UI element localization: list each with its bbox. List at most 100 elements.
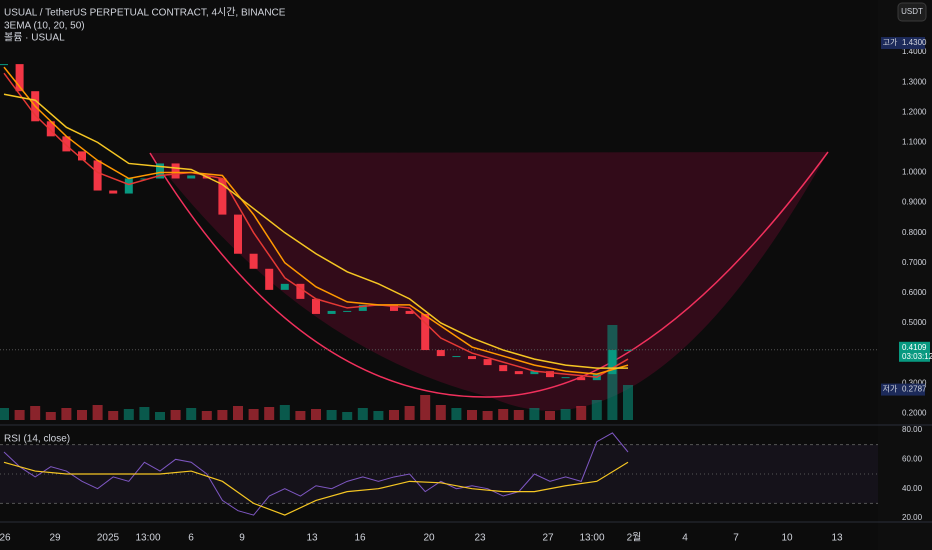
y-tick-label: 40.00 bbox=[902, 484, 923, 493]
candle bbox=[468, 356, 476, 360]
high-tag-label-bg bbox=[881, 37, 899, 50]
candle bbox=[249, 253, 258, 269]
volume-bar bbox=[404, 406, 415, 420]
candle bbox=[234, 214, 242, 254]
volume-label: 볼륨 · USUAL bbox=[4, 32, 65, 44]
candle bbox=[530, 371, 539, 375]
x-tick-label: 20 bbox=[423, 533, 435, 544]
volume-bar bbox=[295, 411, 306, 420]
volume-bar bbox=[30, 406, 41, 420]
x-tick-label: 16 bbox=[354, 533, 366, 544]
indicator-label: 3EMA (10, 20, 50) bbox=[4, 21, 85, 32]
volume-bar bbox=[77, 410, 87, 420]
volume-bar bbox=[170, 410, 181, 420]
volume-bar bbox=[311, 409, 321, 420]
ema-line bbox=[3, 66, 629, 375]
low-tag-price: 0.2787 bbox=[902, 385, 927, 394]
high-tag-price: 1.4300 bbox=[902, 38, 927, 47]
x-tick-label: 9 bbox=[239, 533, 245, 544]
volume-bar bbox=[373, 411, 384, 420]
y-tick-label: 0.9000 bbox=[902, 198, 927, 207]
candle bbox=[436, 350, 445, 357]
volume-bar bbox=[623, 385, 633, 420]
candle bbox=[343, 310, 352, 312]
rsi-ma-line bbox=[3, 461, 629, 516]
volume-bar bbox=[482, 411, 493, 420]
y-tick-label: 1.3000 bbox=[902, 77, 927, 86]
rsi-title: RSI (14, close) bbox=[4, 434, 70, 445]
x-tick-label: 4 bbox=[682, 533, 688, 544]
y-tick-label: 0.7000 bbox=[902, 258, 927, 267]
candle bbox=[514, 371, 523, 375]
cup-pattern-curve bbox=[149, 151, 829, 398]
y-tick-label: 0.5000 bbox=[902, 318, 927, 327]
volume-bar bbox=[0, 408, 9, 420]
volume-bar bbox=[201, 411, 212, 420]
volume-bar bbox=[92, 405, 103, 420]
high-tag-bg bbox=[899, 37, 925, 50]
candle bbox=[93, 160, 102, 191]
candle bbox=[62, 136, 71, 152]
volume-bar bbox=[342, 412, 353, 420]
price-axis-bg bbox=[878, 0, 932, 550]
volume-bar bbox=[420, 395, 431, 420]
low-tag-label-bg bbox=[881, 383, 899, 396]
candle bbox=[78, 151, 86, 161]
x-tick-label: 13 bbox=[306, 533, 318, 544]
y-tick-label: 0.3000 bbox=[902, 378, 927, 387]
plot-area bbox=[0, 64, 878, 516]
last-price-label: 0.4109 bbox=[902, 343, 927, 352]
currency-button[interactable] bbox=[897, 2, 927, 22]
ema-line bbox=[3, 72, 629, 378]
y-tick-label: 1.0000 bbox=[902, 168, 927, 177]
high-tag-label: 고가 bbox=[883, 38, 898, 47]
volume-bar bbox=[467, 410, 477, 420]
volume-bar bbox=[279, 405, 290, 420]
x-tick-label: 10 bbox=[781, 533, 793, 544]
candle bbox=[296, 283, 305, 299]
candle bbox=[405, 310, 414, 314]
x-tick-label: 6 bbox=[188, 533, 194, 544]
candle bbox=[109, 190, 118, 194]
candle bbox=[15, 64, 24, 92]
candle bbox=[483, 359, 492, 366]
volume-bar bbox=[389, 410, 399, 420]
cup-pattern-fill bbox=[150, 152, 828, 411]
y-tick-label: 0.2000 bbox=[902, 408, 927, 417]
candle bbox=[421, 313, 430, 351]
candle bbox=[156, 163, 164, 179]
candle bbox=[608, 350, 617, 375]
countdown-label: 03:03:12 bbox=[902, 352, 932, 361]
volume-bar bbox=[45, 412, 56, 420]
candle bbox=[124, 178, 133, 194]
candle bbox=[0, 64, 8, 66]
candle bbox=[187, 175, 196, 179]
volume-bar bbox=[155, 412, 165, 420]
x-tick-label: 23 bbox=[474, 533, 486, 544]
volume-bar bbox=[591, 400, 602, 420]
x-tick-label: 29 bbox=[49, 533, 61, 544]
x-tick-label: 13:00 bbox=[135, 533, 160, 544]
volume-bar bbox=[357, 408, 368, 420]
volume-bar bbox=[435, 405, 446, 420]
x-tick-label: 13:00 bbox=[579, 533, 604, 544]
candle bbox=[452, 356, 461, 358]
candle bbox=[499, 365, 508, 372]
y-tick-label: 0.6000 bbox=[902, 288, 927, 297]
y-tick-label: 0.8000 bbox=[902, 228, 927, 237]
currency-label[interactable]: USDT bbox=[901, 7, 923, 16]
y-tick-label: 1.4000 bbox=[902, 47, 927, 56]
rsi-line bbox=[3, 432, 629, 516]
volume-bar bbox=[139, 407, 150, 420]
candle bbox=[280, 283, 289, 290]
low-tag-bg bbox=[899, 383, 925, 396]
volume-bar bbox=[529, 408, 540, 420]
volume-bar bbox=[217, 410, 228, 420]
volume-bar bbox=[326, 410, 337, 420]
volume-bar bbox=[513, 410, 524, 420]
volume-bar bbox=[451, 408, 462, 420]
volume-bar bbox=[123, 409, 134, 420]
y-tick-label: 1.2000 bbox=[902, 107, 927, 116]
volume-bar bbox=[14, 410, 25, 420]
